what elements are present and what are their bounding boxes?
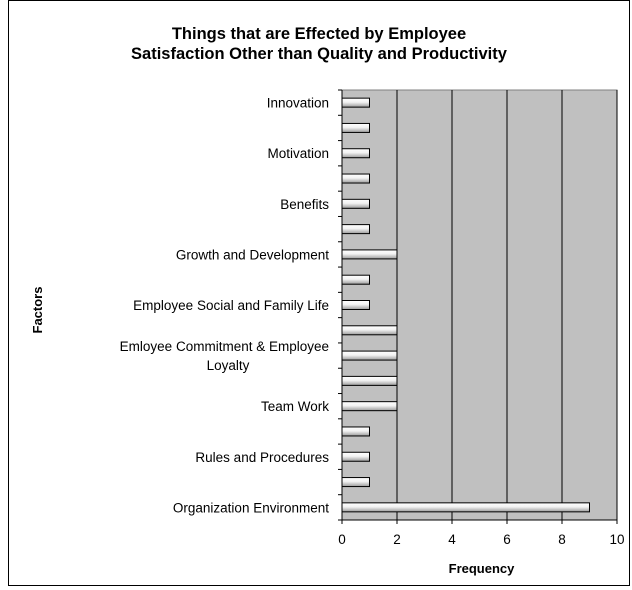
bar-unlabeled-11 — [341, 375, 398, 386]
y-tick-label: Rules and Procedures — [195, 450, 329, 465]
y-tick-label: Benefits — [280, 197, 329, 212]
x-tick-label: 0 — [338, 532, 346, 547]
bar-innovation — [341, 97, 370, 108]
bar-unlabeled-13 — [341, 426, 370, 437]
chart-title-line-2: Satisfaction Other than Quality and Prod… — [131, 45, 507, 63]
x-axis-title: Frequency — [449, 561, 516, 576]
y-tick-label: Organization Environment — [173, 500, 329, 515]
y-tick-label: Growth and Development — [176, 247, 329, 262]
bar-unlabeled-3 — [341, 173, 370, 184]
plot-area — [341, 89, 618, 521]
y-tick-label: Emloyee Commitment & Employee — [120, 339, 329, 354]
bar-organization-environment — [341, 502, 590, 513]
x-tick-label: 6 — [503, 532, 511, 547]
bar-emloyee-commitment-employee-loyalty — [341, 350, 398, 361]
y-tick-label: Team Work — [261, 399, 329, 414]
y-tick-label: Motivation — [267, 146, 329, 161]
x-tick-label: 10 — [609, 532, 624, 547]
bar-benefits — [341, 198, 370, 209]
y-tick-label: Loyalty — [207, 358, 250, 373]
bar-unlabeled-7 — [341, 274, 370, 285]
chart-title-line-1: Things that are Effected by Employee — [171, 25, 467, 43]
bar-motivation — [341, 148, 370, 159]
x-tick-label: 8 — [558, 532, 566, 547]
x-tick-label: 4 — [448, 532, 456, 547]
bar-unlabeled-9 — [341, 325, 398, 336]
bar-rules-and-procedures — [341, 451, 370, 462]
bar-unlabeled-15 — [341, 477, 370, 488]
bar-unlabeled-5 — [341, 224, 370, 235]
bar-growth-and-development — [341, 249, 398, 260]
y-axis-title: Factors — [30, 287, 45, 334]
bar-team-work — [341, 401, 398, 412]
y-tick-label: Innovation — [267, 96, 329, 111]
x-tick-label: 2 — [393, 532, 401, 547]
bar-unlabeled-1 — [341, 122, 370, 133]
y-tick-label: Employee Social and Family Life — [133, 298, 329, 313]
bar-employee-social-and-family-life — [341, 300, 370, 310]
